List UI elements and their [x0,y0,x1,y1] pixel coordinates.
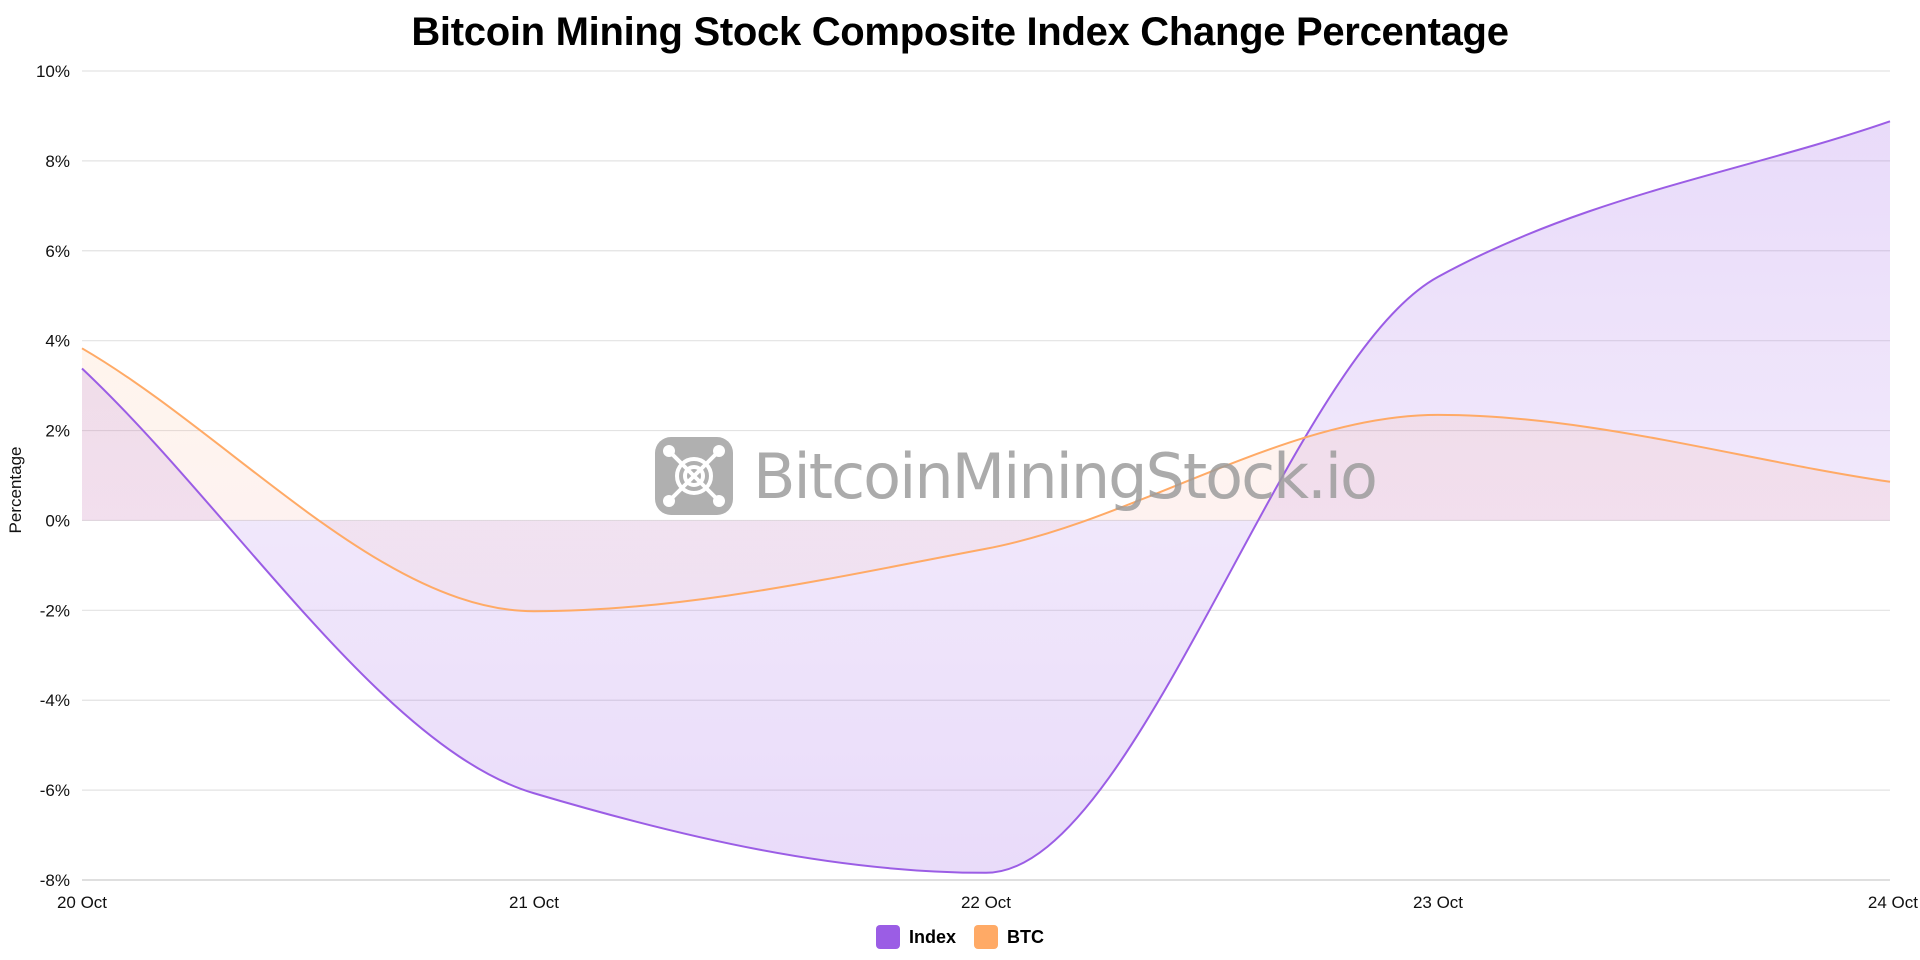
y-tick-label: 10% [36,62,70,81]
data-point-btc[interactable] [1884,476,1896,488]
data-point-btc[interactable] [528,605,540,617]
legend-swatch [875,925,900,949]
legend-label: Index [908,926,956,947]
y-tick-label: -2% [40,601,70,620]
legend-swatch [974,925,998,949]
data-point-index[interactable] [76,363,88,375]
y-axis: -8% -6% -4% -2% 0% 2% 4% 6% 8% 10% [36,62,70,890]
legend: Index BTC [0,925,1920,949]
y-tick-label: -4% [40,691,70,710]
y-tick-label: 0% [45,511,70,530]
data-point-index[interactable] [1884,115,1896,127]
y-tick-label: 6% [45,242,70,261]
area-fills [82,121,1890,873]
watermark-text: BitcoinMiningStock.io [753,439,1378,513]
data-point-btc[interactable] [980,543,992,555]
x-axis: 20 Oct 21 Oct 22 Oct 23 Oct 24 Oct [57,893,1918,912]
area-btc-positive [82,348,1890,521]
chart-title: Bitcoin Mining Stock Composite Index Cha… [411,10,1509,54]
x-tick-label: 21 Oct [509,893,559,912]
area-btc-negative [318,520,1087,612]
series-lines [76,115,1896,879]
y-tick-label: 4% [45,332,70,351]
data-point-index[interactable] [1432,271,1444,283]
y-tick-label: -6% [40,781,70,800]
legend-label: BTC [1007,926,1044,947]
data-point-btc[interactable] [76,342,88,354]
legend-item-index[interactable]: Index [875,925,956,949]
y-tick-label: 2% [45,422,70,441]
y-tick-label: 8% [45,152,70,171]
x-tick-label: 20 Oct [57,893,107,912]
line-btc [81,347,1891,613]
legend-item-btc[interactable]: BTC [974,925,1044,949]
watermark: BitcoinMiningStock.io [655,437,1378,515]
x-tick-label: 24 Oct [1868,893,1918,912]
data-point-index[interactable] [528,787,540,799]
area-index-negative [222,520,1259,873]
x-tick-label: 23 Oct [1413,893,1463,912]
x-tick-label: 22 Oct [961,893,1011,912]
y-tick-label: -8% [40,871,70,890]
mining-logo-icon [655,437,733,515]
data-point-index[interactable] [980,867,992,879]
y-axis-title: Percentage [6,447,25,534]
line-index [81,120,1891,874]
data-point-btc[interactable] [1432,409,1444,421]
